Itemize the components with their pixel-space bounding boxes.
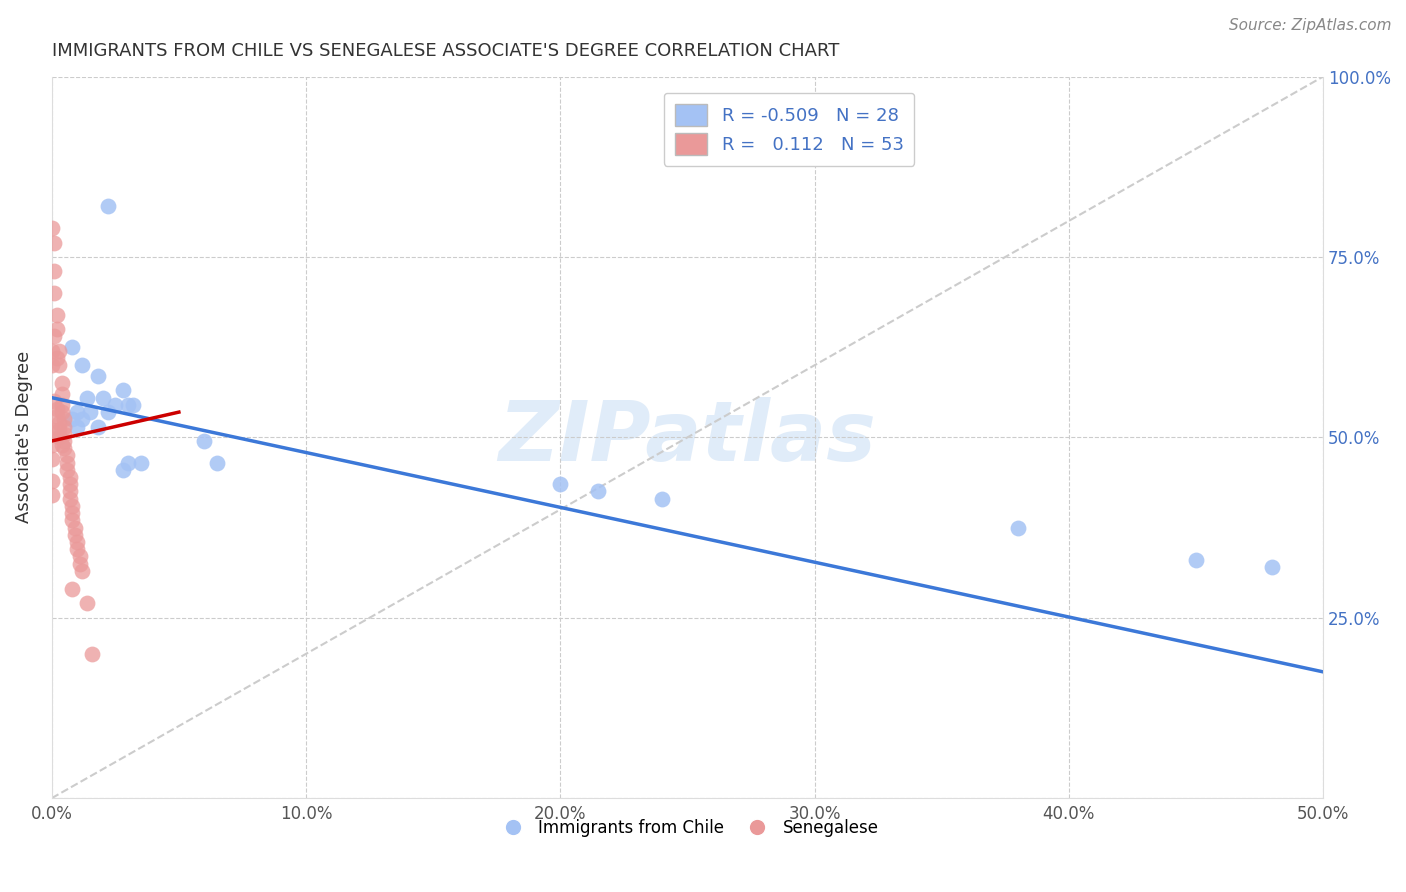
Point [56,463,79,477]
Point [45,401,67,416]
Point [58,484,80,499]
Point [97,199,120,213]
Point [60,412,83,426]
Point [588,484,610,499]
Point [51,387,73,401]
Point [1007,520,1029,534]
Point [51,437,73,451]
Point [111,463,134,477]
Point [86,419,108,434]
Point [97,405,120,419]
Point [48,430,70,444]
Point [60,513,83,527]
Point [76,391,98,405]
Point [79,405,101,419]
Point [44,264,66,278]
Point [41,358,63,372]
Text: IMMIGRANTS FROM CHILE VS SENEGALESE ASSOCIATE'S DEGREE CORRELATION CHART: IMMIGRANTS FROM CHILE VS SENEGALESE ASSO… [52,42,839,60]
Point [41,423,63,437]
Point [69,549,91,564]
Point [41,437,63,451]
Point [45,322,67,336]
Point [41,474,63,488]
Point [48,358,70,372]
Point [48,423,70,437]
Point [41,488,63,502]
Point [117,398,139,412]
Point [41,343,63,358]
Point [205,456,228,470]
Point [91,391,114,405]
Point [45,308,67,322]
Point [63,528,86,542]
Point [44,329,66,343]
Point [53,419,76,434]
Point [41,221,63,235]
Point [51,405,73,419]
Point [45,409,67,423]
Point [72,564,94,578]
Point [104,398,127,412]
Point [66,419,89,434]
Point [60,340,83,354]
Point [53,434,76,448]
Point [45,351,67,365]
Point [651,491,673,506]
Text: Source: ZipAtlas.com: Source: ZipAtlas.com [1229,18,1392,33]
Point [86,369,108,384]
Point [66,542,89,557]
Point [56,456,79,470]
Point [66,535,89,549]
Point [56,449,79,463]
Point [72,412,94,426]
Point [1261,560,1284,574]
Legend: Immigrants from Chile, Senegalese: Immigrants from Chile, Senegalese [489,813,886,844]
Point [117,456,139,470]
Point [53,412,76,426]
Point [44,286,66,301]
Point [1185,553,1208,567]
Y-axis label: Associate's Degree: Associate's Degree [15,351,32,524]
Point [122,398,145,412]
Point [41,452,63,467]
Point [63,520,86,534]
Point [69,557,91,571]
Point [82,647,104,661]
Point [111,384,134,398]
Point [44,235,66,250]
Point [51,398,73,412]
Point [48,416,70,430]
Point [60,506,83,520]
Point [44,394,66,409]
Point [51,376,73,391]
Point [66,405,89,419]
Point [129,456,152,470]
Point [53,441,76,455]
Point [60,499,83,513]
Point [48,343,70,358]
Text: ZIPatlas: ZIPatlas [499,397,876,478]
Point [58,470,80,484]
Point [72,358,94,372]
Point [76,596,98,610]
Point [60,582,83,596]
Point [193,434,215,448]
Point [58,491,80,506]
Point [58,477,80,491]
Point [53,426,76,441]
Point [550,477,572,491]
